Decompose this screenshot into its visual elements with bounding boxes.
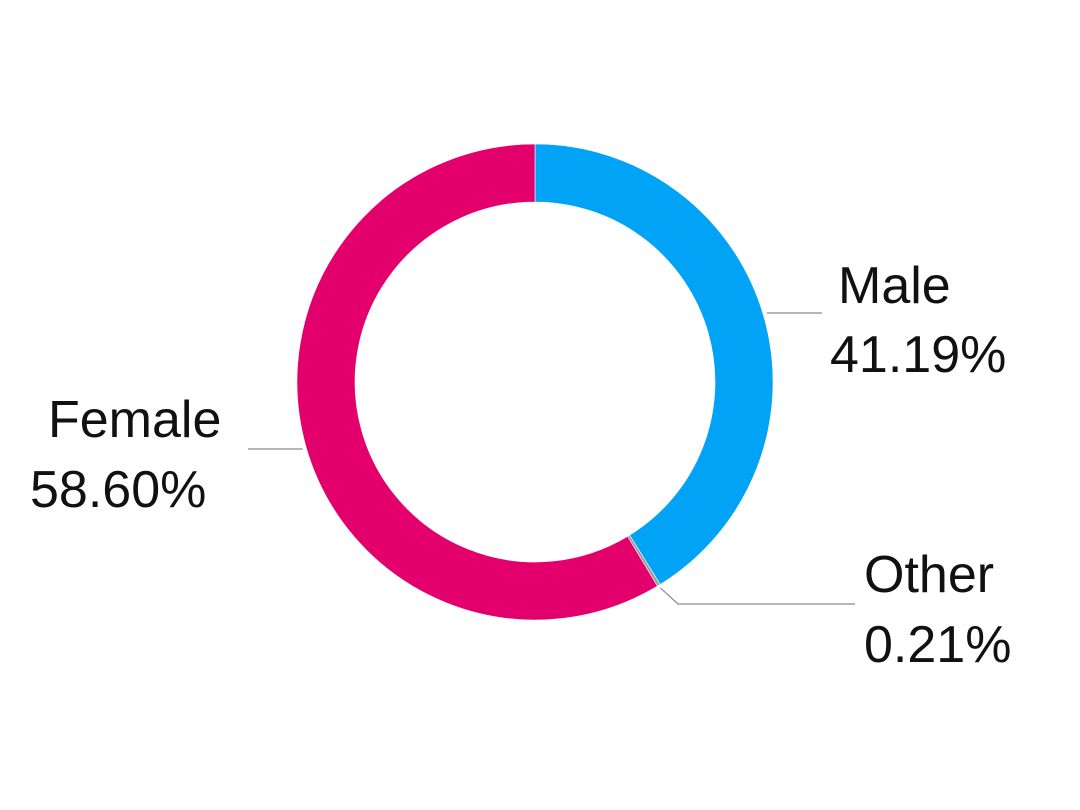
male-label: Male [838, 257, 951, 315]
leader-lines [248, 312, 855, 605]
female-slice [296, 143, 658, 621]
other-label: Other [864, 546, 994, 604]
slices-layer [296, 143, 774, 621]
male-value-label: 41.19% [830, 326, 1006, 384]
female-value-label: 58.60% [30, 461, 206, 519]
other-value-label: 0.21% [864, 616, 1011, 674]
female-label: Female [48, 391, 221, 449]
other-leader-line [659, 587, 855, 605]
male-slice [534, 143, 774, 585]
